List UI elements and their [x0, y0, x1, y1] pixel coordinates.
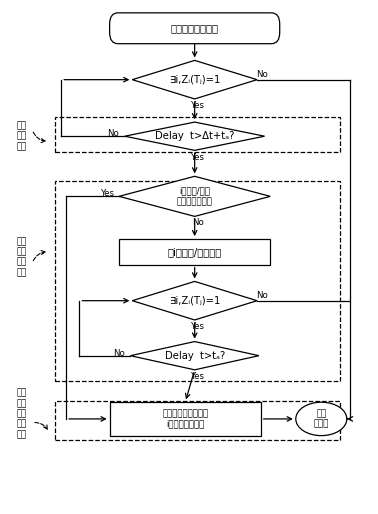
Text: No: No [113, 348, 125, 358]
Text: Yes: Yes [101, 189, 115, 198]
Text: 母线故障识别模块: 母线故障识别模块 [171, 23, 218, 33]
Text: Delay  t>Δt+tₐ?: Delay t>Δt+tₐ? [155, 131, 234, 141]
Bar [55, 181, 340, 381]
Text: 母线
故障
判断
逻辑: 母线 故障 判断 逻辑 [17, 237, 27, 277]
Polygon shape [130, 341, 259, 370]
FancyBboxPatch shape [110, 13, 280, 44]
Text: ∃i,Zᵢ(Tⱼ)=1: ∃i,Zᵢ(Tⱼ)=1 [169, 75, 220, 85]
Text: 执行
母线
故障
跳闸
策略: 执行 母线 故障 跳闸 策略 [17, 389, 27, 439]
Text: Yes: Yes [191, 322, 206, 331]
Text: 结束
本模块: 结束 本模块 [314, 409, 329, 429]
Bar [119, 239, 270, 265]
Polygon shape [125, 122, 265, 150]
Text: i侧母联/母分
开关为分闸状态: i侧母联/母分 开关为分闸状态 [177, 187, 212, 206]
Text: Delay  t>tₐ?: Delay t>tₐ? [164, 351, 225, 361]
Text: 跳i侧母联/母分开关: 跳i侧母联/母分开关 [167, 247, 222, 257]
Bar [110, 402, 261, 435]
Text: Yes: Yes [191, 372, 206, 381]
Text: No: No [256, 70, 268, 79]
Polygon shape [132, 61, 257, 99]
Text: No: No [107, 129, 119, 138]
Polygon shape [132, 282, 257, 320]
Text: Yes: Yes [191, 153, 206, 161]
Text: No: No [192, 218, 204, 227]
Bar [55, 117, 340, 152]
Text: 判定为母线故障，跳
i侧的变压器开关: 判定为母线故障，跳 i侧的变压器开关 [162, 409, 208, 429]
Text: ∃i,Zᵢ(Tⱼ)=1: ∃i,Zᵢ(Tⱼ)=1 [169, 296, 220, 306]
Ellipse shape [296, 402, 347, 435]
Text: 排除
线路
故障: 排除 线路 故障 [17, 121, 27, 151]
Text: Yes: Yes [191, 101, 206, 110]
Polygon shape [119, 176, 270, 216]
Text: No: No [256, 291, 268, 300]
Bar [55, 401, 340, 440]
